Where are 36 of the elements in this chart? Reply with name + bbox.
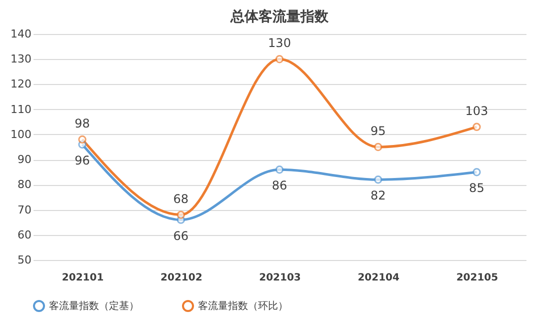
- point: [374, 142, 382, 152]
- y-tick-label: 60: [18, 228, 32, 242]
- legend-label: 客流量指数（定基）: [49, 300, 139, 312]
- data-label: 66: [173, 228, 189, 243]
- legend-label: 客流量指数（环比）: [198, 300, 288, 312]
- data-label: 95: [370, 124, 386, 138]
- x-tick-label: 202101: [62, 272, 104, 284]
- point: [275, 166, 284, 174]
- data-label: 85: [469, 181, 484, 196]
- x-tick-label: 202102: [160, 272, 202, 284]
- x-tick-label: 202103: [259, 272, 301, 284]
- data-label: 103: [465, 104, 488, 118]
- point: [472, 168, 481, 176]
- y-tick-label: 70: [18, 203, 32, 216]
- point: [78, 135, 86, 144]
- data-label: 130: [268, 36, 291, 50]
- x-tick-label: 202104: [358, 272, 400, 284]
- y-tick-label: 130: [10, 52, 32, 66]
- point: [472, 122, 481, 132]
- data-label: 98: [74, 116, 90, 130]
- y-tick-label: 120: [10, 78, 32, 91]
- x-tick-label: 202105: [456, 272, 498, 284]
- y-tick-label: 80: [18, 178, 32, 192]
- point: [176, 210, 186, 219]
- y-tick-label: 90: [18, 153, 32, 166]
- data-label: 96: [74, 153, 90, 168]
- y-tick-label: 100: [10, 128, 32, 141]
- point: [275, 55, 284, 64]
- data-label: 68: [173, 192, 189, 206]
- y-tick-label: 110: [10, 102, 32, 116]
- chart-title: 总体客流量指数: [230, 8, 330, 25]
- data-label: 86: [272, 178, 288, 193]
- y-tick-label: 50: [18, 254, 32, 266]
- y-tick-label: 140: [10, 28, 32, 40]
- point: [374, 176, 382, 184]
- data-label: 82: [370, 188, 386, 203]
